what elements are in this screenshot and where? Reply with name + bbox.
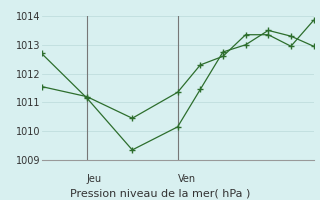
Text: Jeu: Jeu xyxy=(87,174,102,184)
Text: Pression niveau de la mer( hPa ): Pression niveau de la mer( hPa ) xyxy=(70,188,250,198)
Text: Ven: Ven xyxy=(178,174,196,184)
